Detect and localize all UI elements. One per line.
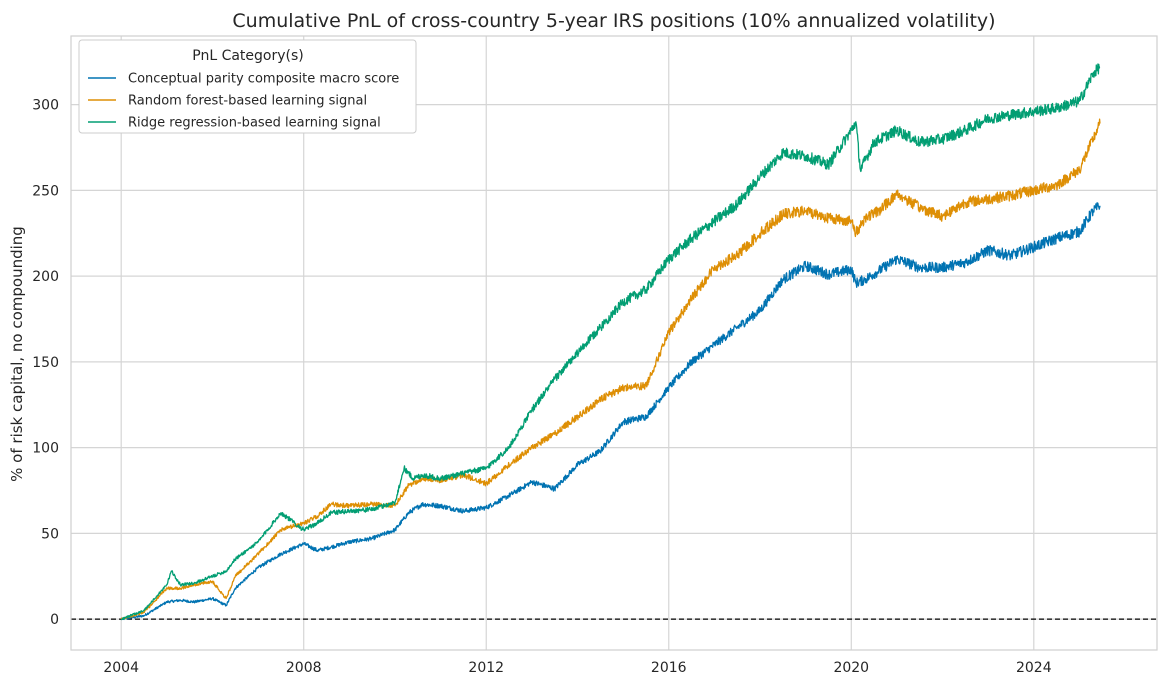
x-tick-label: 2008 [286, 660, 322, 676]
legend-box [78, 39, 417, 134]
plot-frame [70, 35, 1158, 651]
legend-title: PnL Category(s) [192, 48, 304, 64]
y-axis-ticks: 0 50 100 150 200 250 300 [32, 98, 59, 629]
y-tick-label: 300 [32, 98, 59, 114]
x-tick-label: 2004 [103, 660, 139, 676]
y-axis-label: % of risk capital, no compounding [8, 226, 26, 482]
chart-title: Cumulative PnL of cross-country 5-year I… [232, 10, 995, 32]
legend-label: Ridge regression-based learning signal [128, 116, 381, 131]
series-line-3 [120, 63, 1101, 621]
legend-items: Conceptual parity composite macro score R… [88, 72, 399, 131]
series-line-1 [120, 202, 1101, 621]
y-tick-label: 250 [32, 183, 59, 199]
x-tick-label: 2016 [651, 660, 687, 676]
y-tick-label: 150 [32, 355, 59, 371]
y-tick-label: 50 [41, 526, 59, 542]
plot-spines [70, 35, 1158, 651]
y-tick-label: 100 [32, 441, 59, 457]
x-tick-label: 2020 [833, 660, 869, 676]
x-tick-label: 2024 [1016, 660, 1052, 676]
legend-label: Random forest-based learning signal [128, 94, 367, 109]
series-line-2 [120, 118, 1101, 620]
series-lines [120, 63, 1101, 621]
y-tick-label: 200 [32, 269, 59, 285]
x-axis-ticks: 2004 2008 2012 2016 2020 2024 [103, 660, 1051, 676]
y-tick-label: 0 [50, 612, 59, 628]
legend: PnL Category(s) Conceptual parity compos… [78, 39, 417, 134]
legend-label: Conceptual parity composite macro score [128, 72, 399, 87]
x-tick-label: 2012 [468, 660, 504, 676]
